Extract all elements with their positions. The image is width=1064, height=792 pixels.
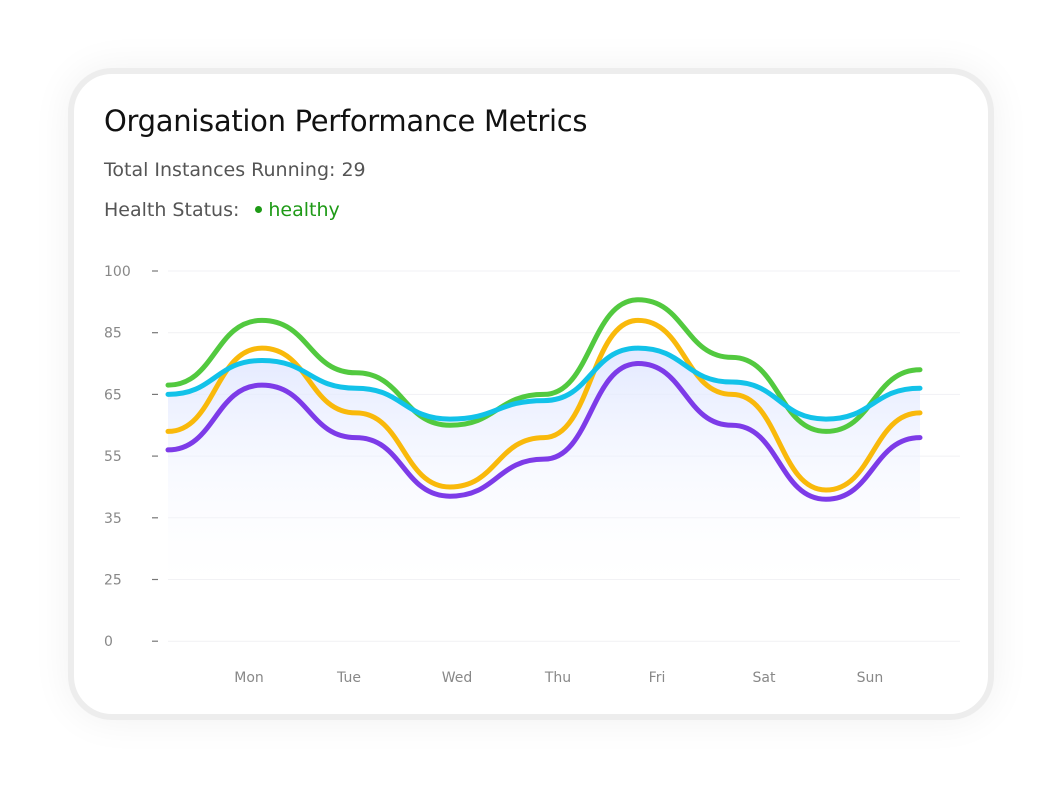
health-label: Health Status: — [104, 199, 240, 221]
x-tick-label: Sun — [857, 670, 884, 686]
series-line-cyan — [165, 345, 923, 422]
status-dot-icon — [255, 205, 263, 213]
instances-count: Total Instances Running: 29 — [104, 159, 366, 181]
x-tick-label: Fri — [649, 670, 666, 686]
y-tick-label: 35 — [104, 511, 122, 527]
health-value: healthy — [268, 199, 340, 221]
x-tick-label: Wed — [442, 670, 473, 686]
x-tick-label: Sat — [753, 670, 776, 686]
health-status: Health Status: healthy — [104, 199, 340, 221]
x-tick-label: Thu — [544, 670, 571, 686]
series-line-purple — [165, 361, 923, 502]
y-tick-label: 100 — [104, 264, 131, 280]
series-line-green — [165, 297, 923, 434]
x-tick-label: Mon — [234, 670, 264, 686]
y-tick-label: 25 — [104, 573, 122, 589]
y-tick-label: 55 — [104, 449, 122, 465]
series-line-yellow — [165, 317, 923, 493]
x-tick-label: Tue — [336, 670, 361, 686]
y-tick-label: 85 — [104, 326, 122, 342]
y-tick-label: 0 — [104, 634, 113, 650]
y-tick-label: 65 — [104, 387, 122, 403]
page-title: Organisation Performance Metrics — [104, 104, 588, 138]
